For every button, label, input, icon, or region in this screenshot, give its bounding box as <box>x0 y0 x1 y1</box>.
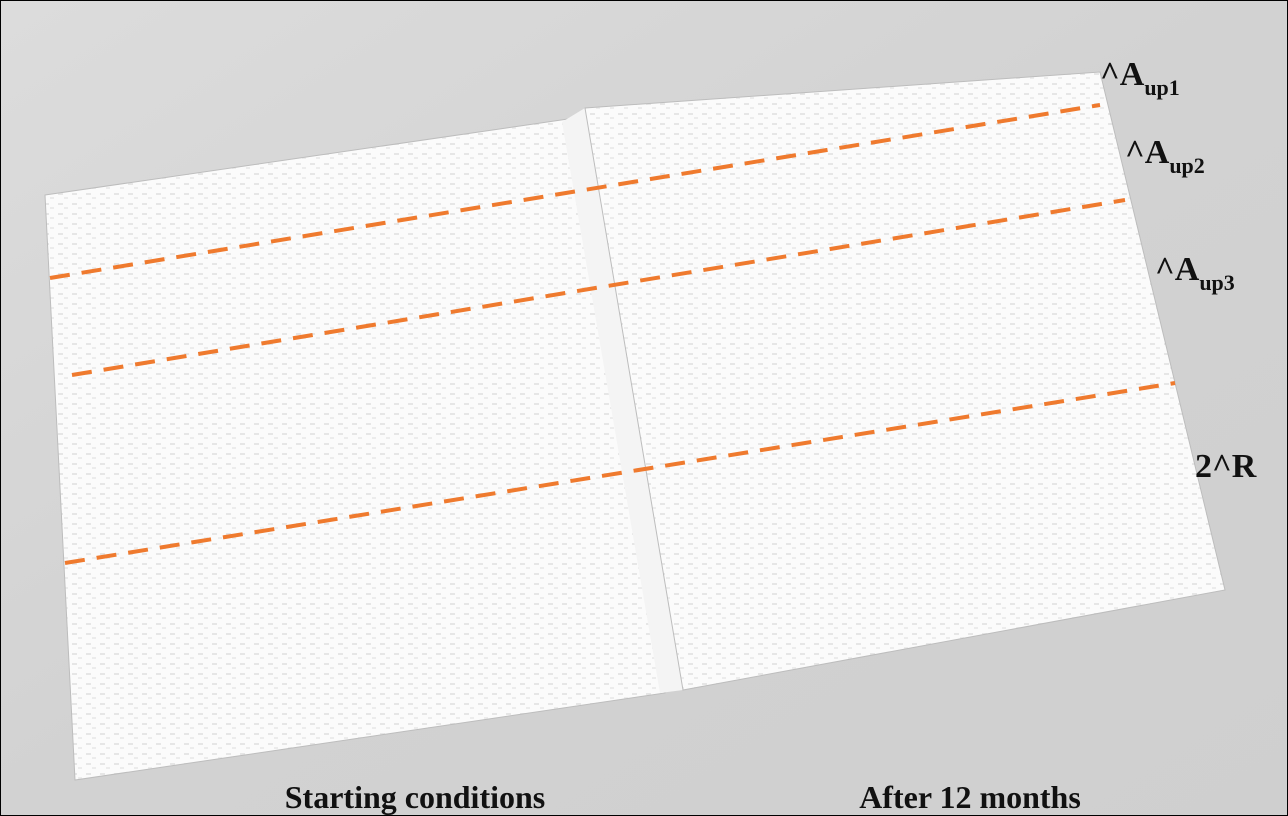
figure: ^Aup1 ^Aup2 ^Aup3 2^R Starting condition… <box>0 0 1288 816</box>
caption: After 12 months <box>859 779 1081 815</box>
left-panel <box>45 118 665 780</box>
label: 2^R <box>1195 448 1257 485</box>
caption: Starting conditions <box>285 779 545 815</box>
label-main: ^A <box>1155 251 1200 288</box>
label-sub: up2 <box>1169 153 1204 178</box>
label-sub: up3 <box>1199 270 1234 295</box>
label-main: ^A <box>1125 134 1170 171</box>
label-sub: up1 <box>1144 75 1179 100</box>
label-main: ^A <box>1100 56 1145 93</box>
